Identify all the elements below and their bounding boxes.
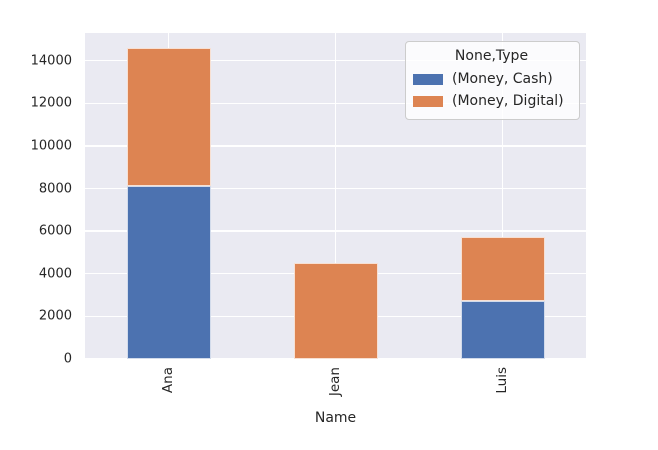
legend-entry-label: (Money, Cash) [452,71,553,88]
y-tick-label: 8000 [38,181,72,197]
bar-segment [460,301,545,359]
y-tick-label: 6000 [38,223,72,239]
bar-segment [126,186,211,359]
legend-swatch-icon [413,95,443,107]
gridline [334,33,337,359]
legend-entry: (Money, Digital) [413,90,570,112]
legend-entry-label: (Money, Digital) [452,93,564,110]
x-tick-label: Ana [160,367,176,394]
x-tick-label: Luis [494,367,510,394]
y-tick-label: 0 [63,351,72,367]
legend-entry: (Money, Cash) [413,68,570,90]
bar-segment [126,47,211,187]
y-tick-label: 12000 [30,95,72,111]
y-tick-label: 2000 [38,308,72,324]
gridline [501,33,504,359]
y-axis-tick-labels: 0 2000 4000 6000 8000 10000 12000 14000 [0,33,72,365]
y-tick-label: 4000 [38,266,72,282]
legend-entries: (Money, Cash) (Money, Digital) [413,68,570,112]
bar-segment [293,263,378,359]
y-tick-label: 10000 [30,138,72,154]
legend: None,Type (Money, Cash) (Money, Digital) [405,41,580,121]
plot-area: None,Type (Money, Cash) (Money, Digital) [85,33,586,360]
x-axis-label: Name [314,410,357,426]
bar-segment [460,236,545,302]
legend-swatch-icon [413,73,443,85]
legend-title: None,Type [454,48,529,64]
y-tick-label: 14000 [30,53,72,69]
x-tick-label: Jean [327,367,343,397]
